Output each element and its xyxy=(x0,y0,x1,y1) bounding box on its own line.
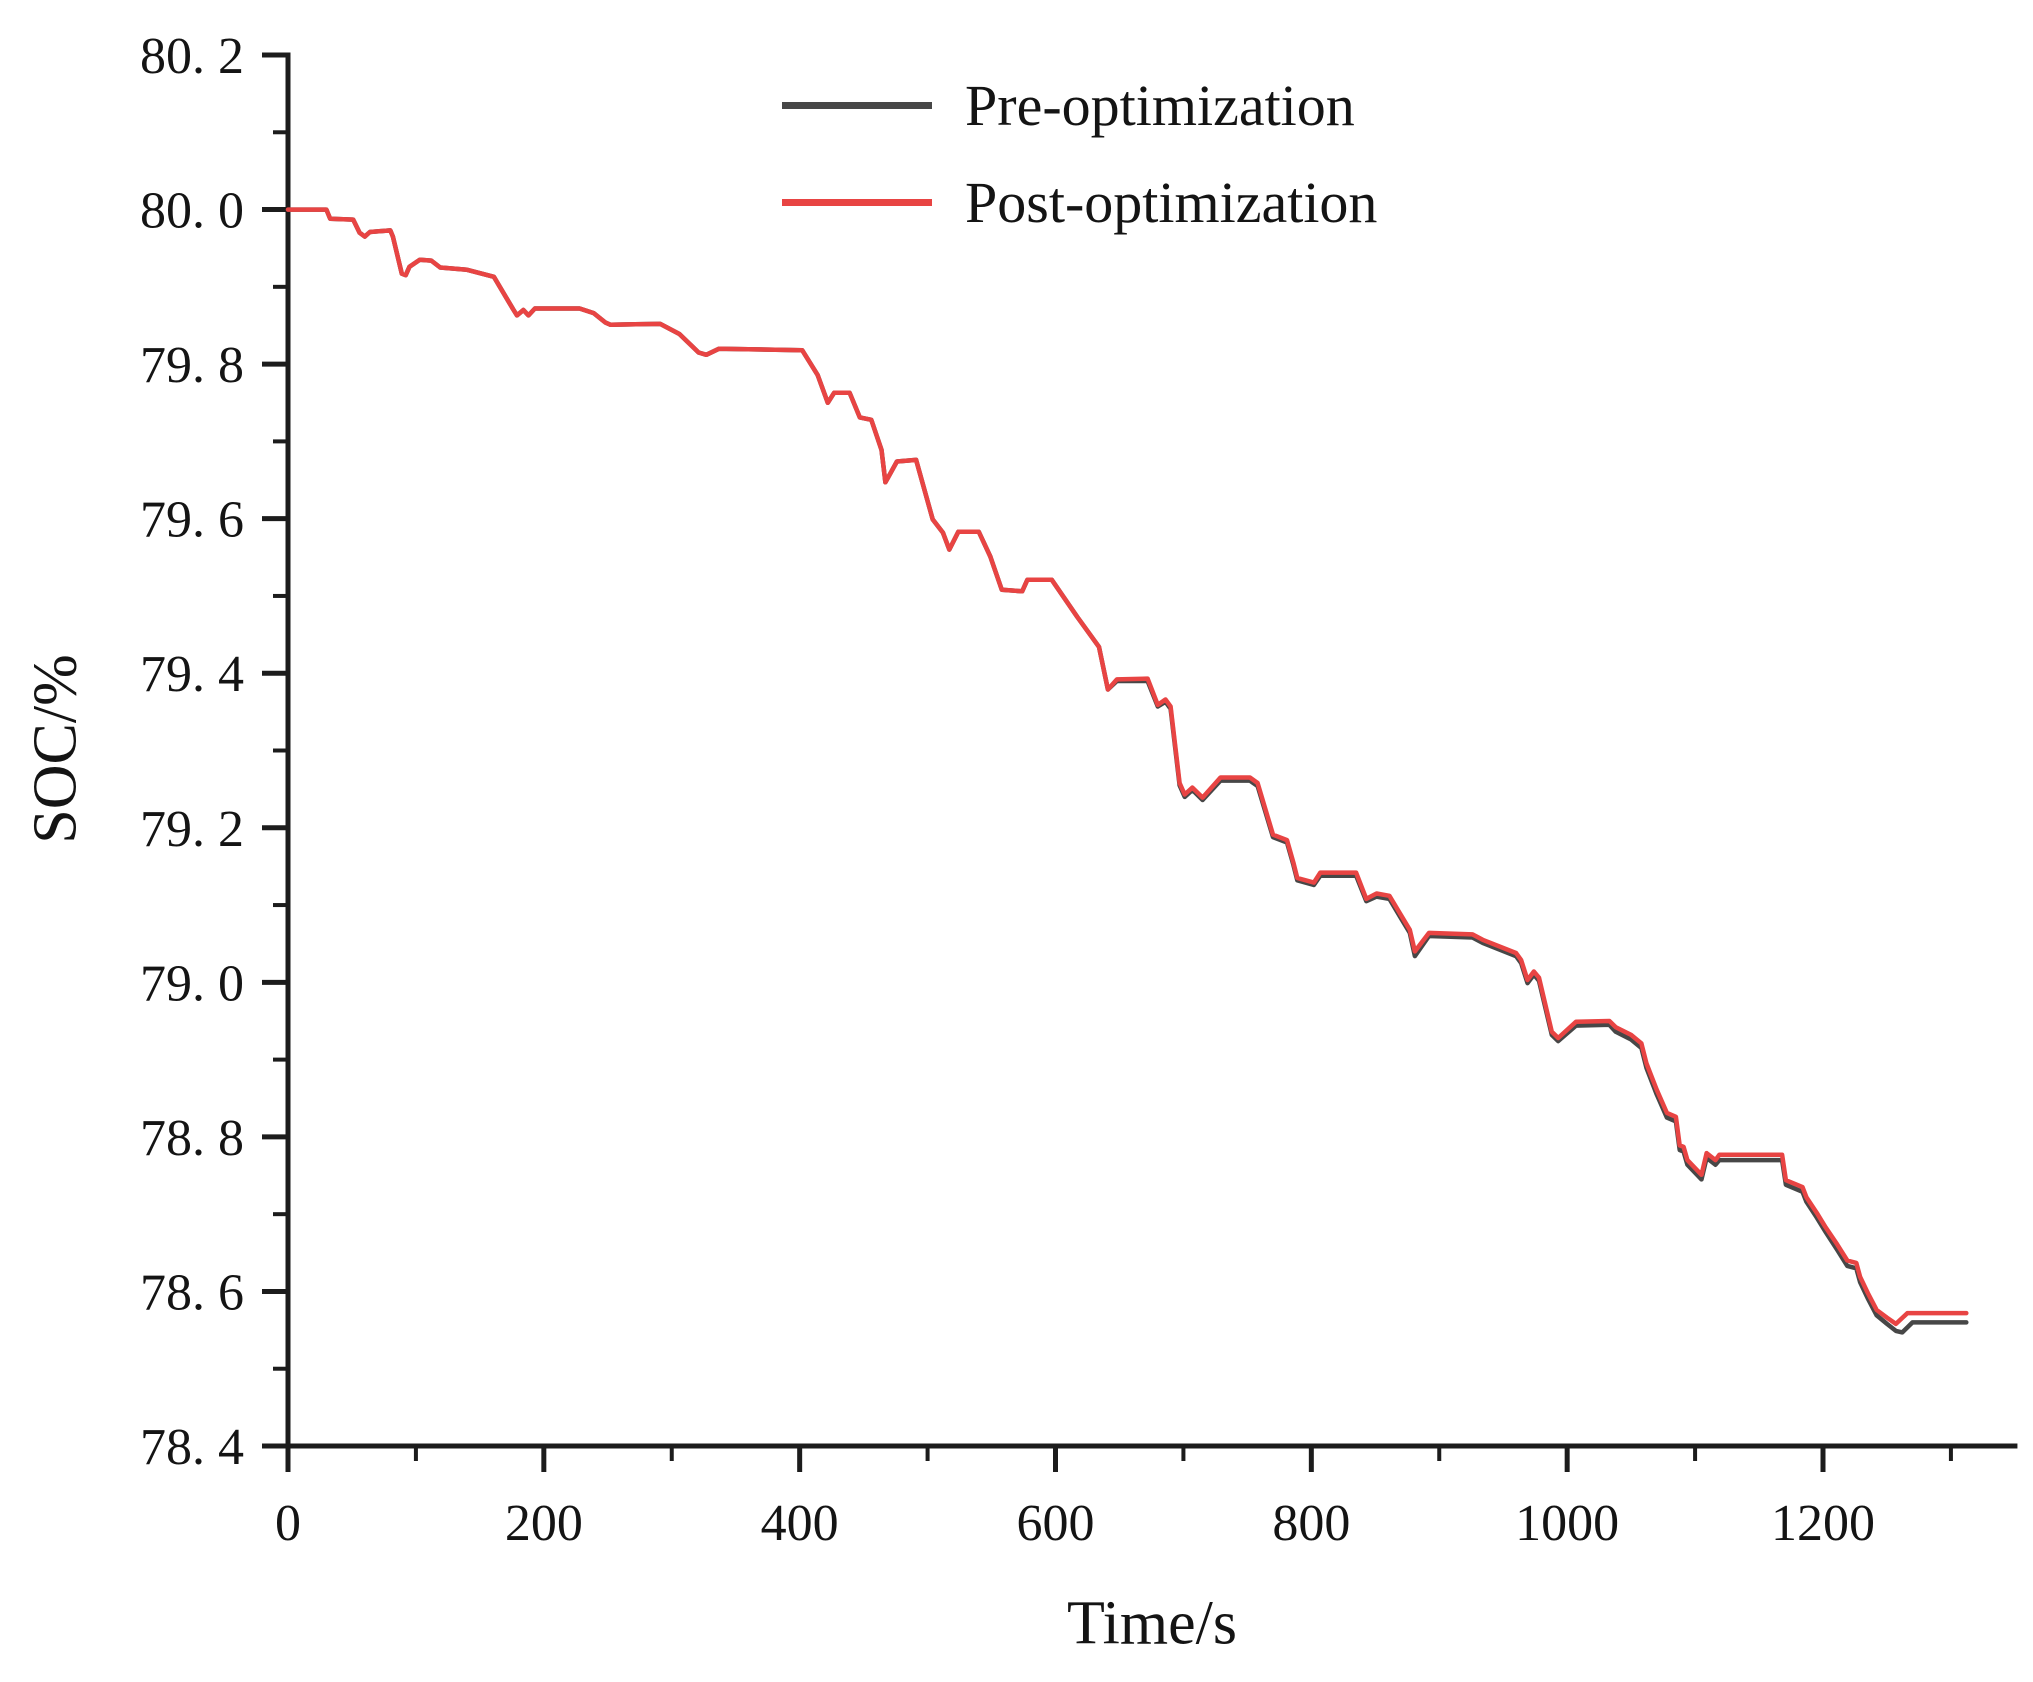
x-tick-label: 400 xyxy=(761,1495,839,1552)
y-tick-label: 78. 4 xyxy=(140,1419,244,1476)
x-tick-label: 200 xyxy=(505,1495,583,1552)
x-tick-label: 0 xyxy=(275,1495,301,1552)
y-tick-label: 78. 8 xyxy=(140,1110,244,1167)
y-tick-label: 79. 0 xyxy=(140,955,244,1012)
y-tick-label: 78. 6 xyxy=(140,1264,244,1321)
y-axis-title: SOC/% xyxy=(21,654,90,844)
x-tick-label: 600 xyxy=(1017,1495,1095,1552)
legend: Pre-optimization Post-optimization xyxy=(782,70,1377,237)
y-tick-label: 79. 6 xyxy=(140,492,244,549)
legend-item-pre-optimization: Pre-optimization xyxy=(782,70,1377,140)
y-tick-label: 79. 2 xyxy=(140,801,244,858)
x-tick-label: 800 xyxy=(1272,1495,1350,1552)
y-tick-label: 79. 4 xyxy=(140,646,244,703)
x-tick-label: 1000 xyxy=(1515,1495,1619,1552)
legend-item-post-optimization: Post-optimization xyxy=(782,167,1377,237)
legend-label-pre-optimization: Pre-optimization xyxy=(965,72,1355,138)
x-tick-label: 1200 xyxy=(1771,1495,1875,1552)
y-tick-label: 80. 2 xyxy=(140,28,244,85)
pre-optimization-series-line xyxy=(285,207,1969,1335)
post-optimization-series-line xyxy=(285,207,1969,1327)
y-tick-label: 80. 0 xyxy=(140,183,244,240)
y-tick-label: 79. 8 xyxy=(140,337,244,394)
legend-label-post-optimization: Post-optimization xyxy=(965,169,1378,235)
x-axis-title: Time/s xyxy=(1066,1589,1238,1658)
pre-optimization-line-swatch xyxy=(782,101,932,109)
post-optimization-line-swatch xyxy=(782,198,932,206)
